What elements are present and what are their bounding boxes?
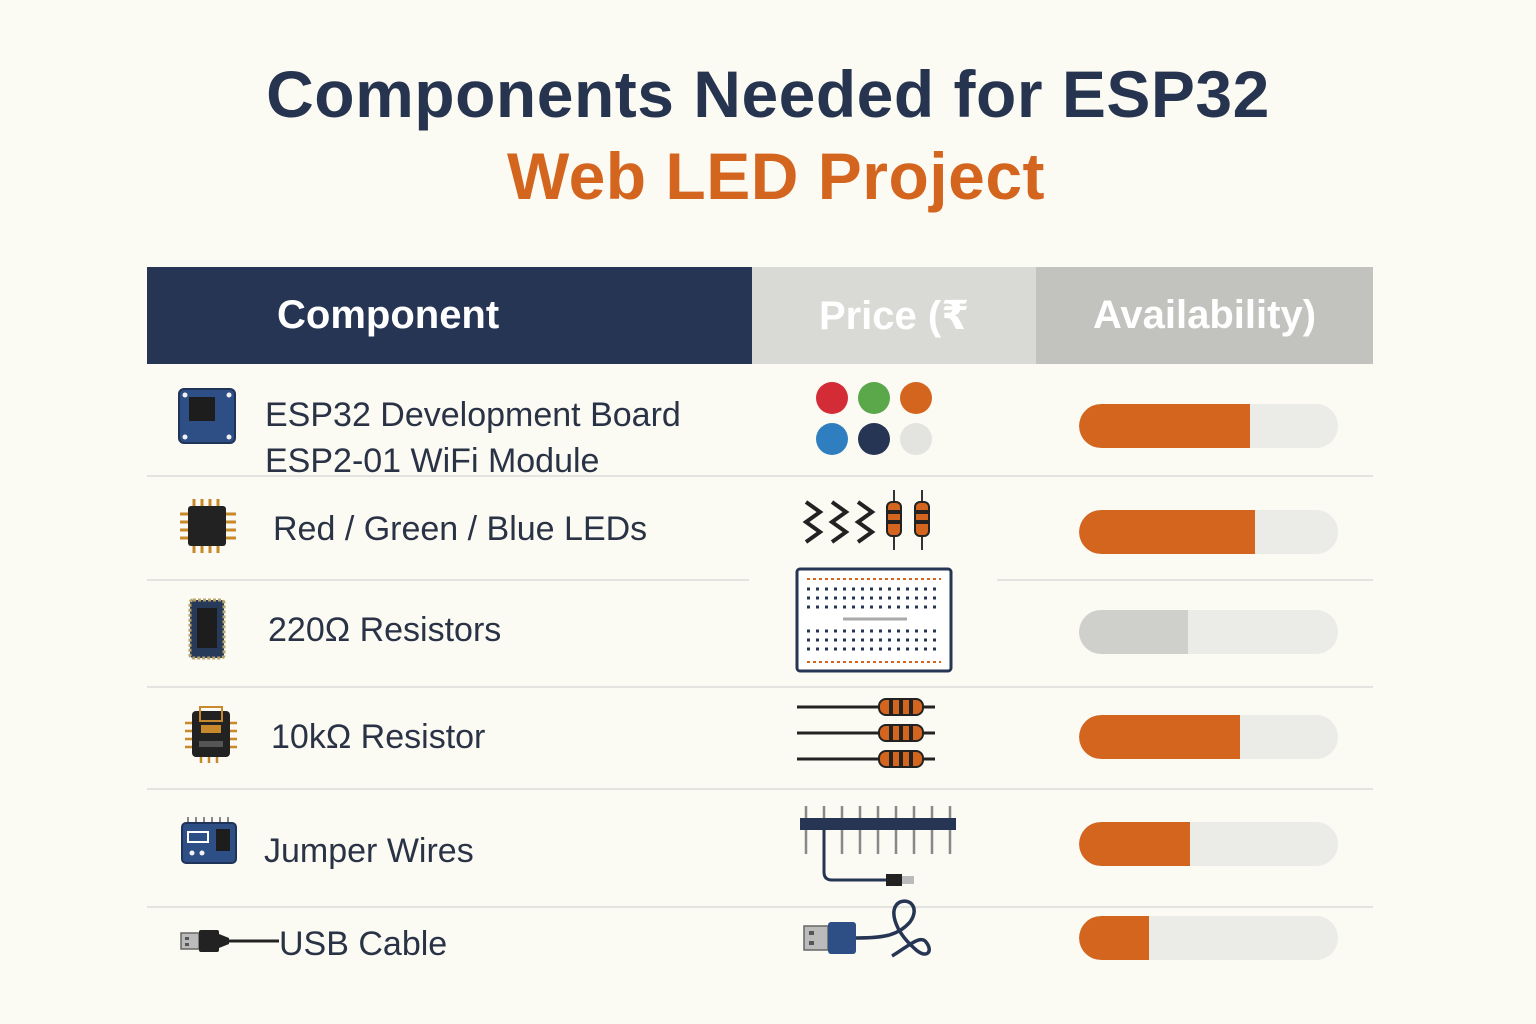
header-price: Price (₹ [752, 267, 1036, 364]
availability-fill [1079, 715, 1240, 759]
component-label-line: 10kΩ Resistor [271, 718, 486, 756]
availability-bar [1079, 715, 1338, 759]
availability-fill [1079, 610, 1188, 654]
row-divider [147, 686, 1373, 688]
component-label-line: USB Cable [279, 925, 448, 963]
availability-bar [1079, 510, 1338, 554]
row-divider [147, 906, 1373, 908]
availability-bar [1079, 822, 1338, 866]
availability-fill [1079, 822, 1191, 866]
component-label: Red / Green / Blue LEDs [273, 507, 647, 553]
component-label: 220Ω Resistors [268, 608, 501, 654]
component-label: 10kΩ Resistor [271, 715, 485, 761]
component-label-line: 220Ω Resistors [268, 611, 502, 649]
component-label-line: Red / Green / Blue LEDs [273, 510, 648, 548]
page-subtitle: Web LED Project [506, 139, 1046, 213]
row-divider [147, 579, 749, 581]
availability-fill [1079, 510, 1256, 554]
availability-fill [1079, 404, 1250, 448]
usb-cable-art [803, 899, 931, 958]
component-label: Jumper Wires [264, 829, 474, 875]
row-divider [997, 579, 1373, 581]
resistors-art [797, 698, 935, 768]
availability-bar [1079, 916, 1338, 960]
wifi-chip-icon [185, 706, 237, 763]
jumper-wires-art [800, 806, 956, 886]
header-availability: Availability) [1036, 267, 1373, 364]
table-header: Component Price (₹ Availability) [147, 267, 1373, 364]
availability-bar [1079, 610, 1338, 654]
header-component: Component [147, 267, 752, 364]
component-label: ESP32 Development Board ESP2-01 WiFi Mod… [265, 393, 681, 485]
availability-bar [1079, 404, 1338, 448]
esp32-board-icon [178, 388, 236, 444]
breadboard-art [795, 567, 953, 673]
component-label: USB Cable [279, 922, 447, 968]
availability-fill [1079, 916, 1149, 960]
wifi-module-icon [181, 817, 237, 864]
component-label-line: ESP32 Development Board [265, 396, 681, 434]
resistors-zigzag-art [802, 490, 930, 550]
module-icon [188, 598, 226, 660]
led-color-dots [816, 382, 932, 455]
page-title: Components Needed for ESP32 [266, 57, 1270, 131]
usb-plug-icon [180, 930, 279, 952]
component-label-line: Jumper Wires [264, 832, 474, 870]
row-divider [147, 788, 1373, 790]
chip-icon [180, 499, 236, 553]
row-divider [147, 475, 1373, 477]
component-label-line: ESP2-01 WiFi Module [265, 441, 600, 480]
